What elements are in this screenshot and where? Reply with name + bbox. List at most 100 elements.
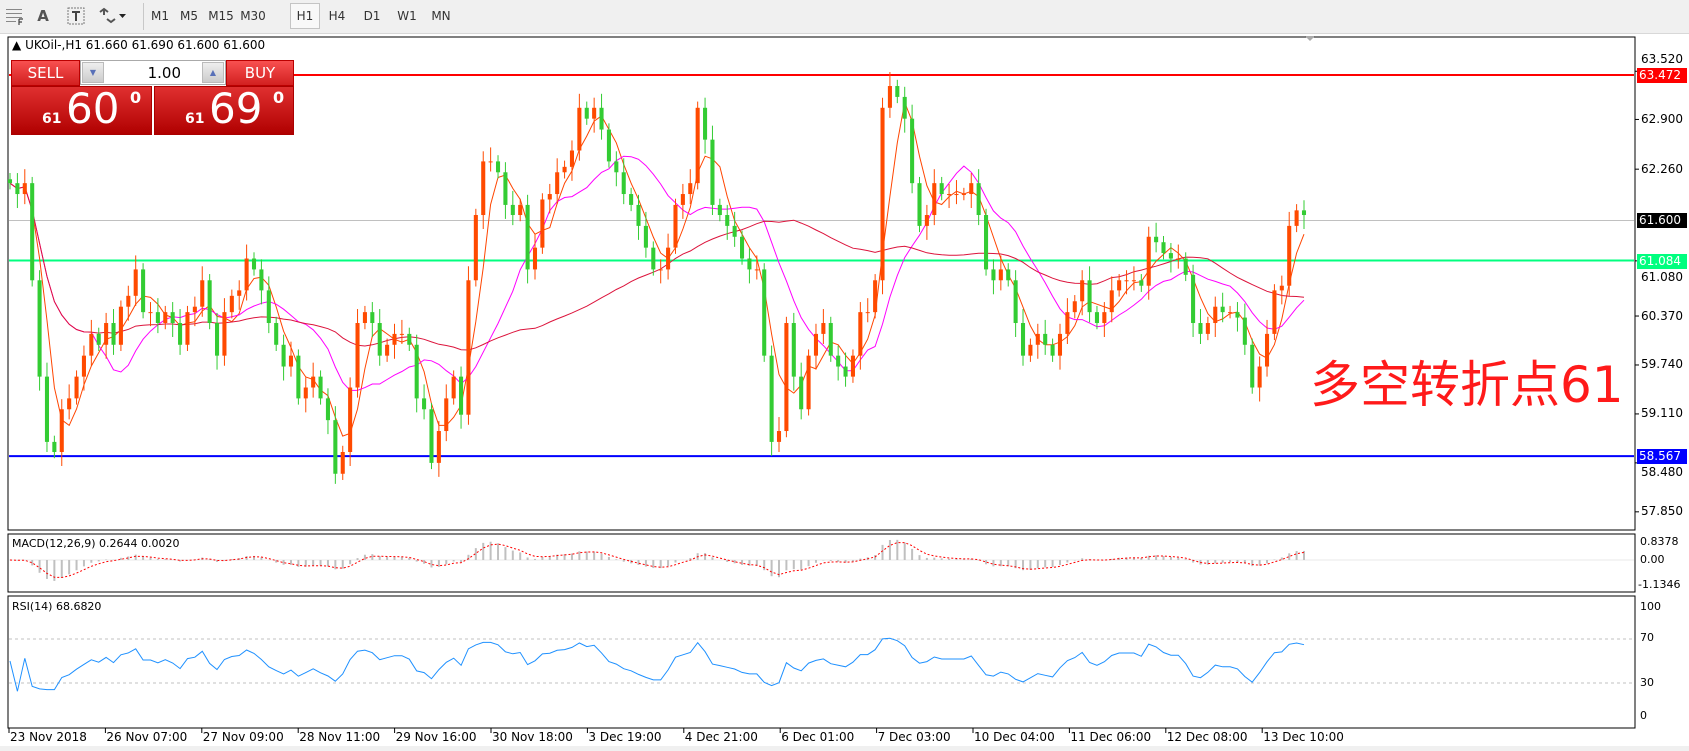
candle-body — [606, 129, 611, 162]
lot-size-value[interactable]: 1.00 — [147, 64, 181, 82]
lot-increase-icon[interactable]: ▲ — [202, 62, 224, 83]
tf-mn[interactable]: MN — [431, 9, 451, 23]
candle-body — [532, 247, 538, 270]
candle-body — [902, 96, 907, 119]
candle-body — [592, 107, 597, 119]
candle-body — [333, 420, 338, 474]
tf-h1[interactable]: H1 — [290, 3, 320, 29]
rsi-tick-100: 100 — [1640, 600, 1661, 613]
candle-body — [481, 161, 486, 216]
candle-body — [104, 323, 109, 345]
rsi-pane — [7, 595, 1636, 729]
sell-button[interactable]: SELL — [11, 60, 80, 86]
collapse-triangle-icon[interactable]: ▲ — [12, 38, 22, 52]
candle-body — [1301, 210, 1307, 216]
candle-body — [806, 355, 811, 410]
time-tick-label: 26 Nov 07:00 — [106, 730, 188, 744]
tf-m5[interactable]: M5 — [180, 9, 198, 23]
rsi-tick-0: 0 — [1640, 709, 1647, 722]
text-a-icon[interactable]: A — [37, 7, 49, 25]
candle-body — [1080, 280, 1085, 302]
candle-body — [873, 280, 878, 313]
price-level-tag: 61.600 — [1637, 213, 1687, 229]
candle-body — [444, 398, 449, 432]
candle-body — [695, 107, 700, 184]
rsi-line — [9, 637, 1305, 692]
candle-body — [754, 269, 759, 271]
time-tick-label: 3 Dec 19:00 — [588, 730, 662, 744]
candle-body — [614, 161, 619, 173]
candle-body — [325, 398, 330, 421]
candle-body — [459, 376, 464, 415]
tf-d1[interactable]: D1 — [363, 9, 381, 23]
candle-body — [1020, 323, 1026, 356]
chart-header-text: UKOil-,H1 61.660 61.690 61.600 61.600 — [25, 38, 266, 52]
macd-tick-max: 0.8378 — [1640, 535, 1679, 548]
tf-m1[interactable]: M1 — [151, 9, 169, 23]
candle-body — [880, 107, 885, 281]
candle-body — [976, 183, 981, 216]
candle-body — [924, 215, 929, 226]
candle-body — [229, 295, 234, 313]
candle-body — [776, 431, 782, 442]
tf-w1[interactable]: W1 — [397, 9, 417, 23]
candle-body — [1065, 312, 1070, 334]
candle-body — [259, 269, 264, 291]
candle-body — [784, 323, 789, 432]
time-tick-label: 7 Dec 03:00 — [877, 730, 951, 744]
lot-size-field[interactable]: ▼ 1.00 ▲ — [80, 60, 226, 85]
candle-body — [207, 280, 212, 324]
candle-body — [1294, 210, 1299, 226]
candle-body — [422, 398, 427, 410]
macd-label: MACD(12,26,9) 0.2644 0.0020 — [12, 537, 180, 550]
macd-tick-min: -1.1346 — [1638, 578, 1681, 591]
price-tick-label: 59.110 — [1641, 406, 1683, 421]
buy-price-main: 69 — [209, 86, 263, 133]
candle-body — [703, 107, 708, 140]
sell-price-prefix: 61 — [42, 111, 62, 127]
time-tick-label: 30 Nov 18:00 — [492, 730, 573, 744]
candle-body — [1198, 323, 1203, 334]
candle-body — [436, 431, 441, 463]
candle-body — [44, 376, 50, 442]
buy-button[interactable]: BUY — [226, 60, 294, 86]
candle-body — [1102, 312, 1107, 324]
candle-body — [1131, 280, 1136, 282]
candle-body — [599, 107, 604, 130]
text-label-icon[interactable] — [66, 6, 86, 26]
candle-body — [52, 441, 57, 453]
tf-m30[interactable]: M30 — [240, 9, 266, 23]
candle-body — [621, 172, 626, 195]
chart-annotation: 多空转折点61 — [1310, 356, 1624, 414]
tf-m15[interactable]: M15 — [208, 9, 234, 23]
candle-body — [1124, 280, 1129, 282]
arrows-dropdown-icon[interactable] — [96, 6, 128, 26]
candle-body — [688, 183, 693, 195]
candle-body — [355, 323, 360, 388]
candle-body — [651, 247, 656, 270]
candle-body — [1057, 333, 1063, 356]
candle-body — [887, 86, 892, 108]
candle-body — [540, 199, 545, 248]
candle-body — [1183, 258, 1188, 275]
candle-body — [658, 269, 663, 271]
candle-body — [725, 215, 730, 226]
candle-body — [348, 387, 353, 453]
candle-body — [961, 194, 966, 196]
candle-body — [1006, 269, 1011, 281]
candle-body — [813, 333, 819, 356]
sell-price-box[interactable]: 61 60 0 — [11, 86, 152, 135]
candle-body — [1117, 280, 1122, 291]
candle-body — [584, 107, 589, 119]
candle-body — [1205, 323, 1210, 334]
grid-f-icon[interactable] — [4, 6, 26, 26]
candle-body — [318, 376, 323, 399]
lot-decrease-icon[interactable]: ▼ — [82, 62, 104, 83]
tf-h4[interactable]: H4 — [328, 9, 346, 23]
chart-shift-marker[interactable] — [1305, 36, 1315, 41]
time-tick-label: 6 Dec 01:00 — [781, 730, 855, 744]
candle-body — [947, 194, 952, 196]
buy-price-box[interactable]: 61 69 0 — [154, 86, 294, 135]
candle-body — [385, 344, 390, 356]
